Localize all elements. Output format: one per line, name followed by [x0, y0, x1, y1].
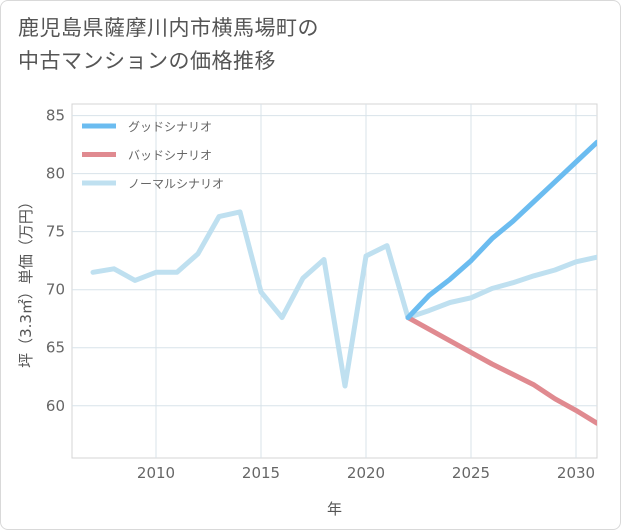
y-axis-label: 坪（3.3㎡）単価（万円）	[17, 194, 35, 368]
x-tick-label: 2025	[452, 464, 490, 482]
legend-label-bad: バッドシナリオ	[128, 149, 212, 163]
x-tick-label: 2010	[137, 464, 175, 482]
legend-label-good: グッドシナリオ	[128, 120, 212, 134]
series-line-good	[405, 139, 597, 321]
x-tick-label: 2020	[347, 464, 385, 482]
series-lines	[90, 139, 597, 426]
y-tick-label: 65	[46, 339, 65, 357]
y-tick-label: 70	[46, 281, 65, 299]
x-tick-label: 2030	[557, 464, 595, 482]
y-tick-label: 80	[46, 165, 65, 183]
series-line-bad	[405, 315, 597, 426]
plot-border	[71, 103, 598, 459]
chart-title: 鹿児島県薩摩川内市横馬場町の 中古マンションの価格推移	[18, 12, 319, 78]
x-tick-label: 2015	[242, 464, 280, 482]
axes: 60 65 70 75 80 85 2010 2015 2020 2025 2030	[46, 107, 595, 482]
legend-label-normal: ノーマルシナリオ	[128, 177, 224, 191]
y-tick-label: 85	[46, 107, 65, 125]
x-axis-label: 年	[327, 500, 342, 518]
y-tick-label: 60	[46, 397, 65, 415]
chart-title-line-2: 中古マンションの価格推移	[18, 49, 276, 73]
series-line-normal	[90, 209, 597, 389]
y-tick-label: 75	[46, 223, 65, 241]
chart-title-line-1: 鹿児島県薩摩川内市横馬場町の	[18, 16, 319, 40]
